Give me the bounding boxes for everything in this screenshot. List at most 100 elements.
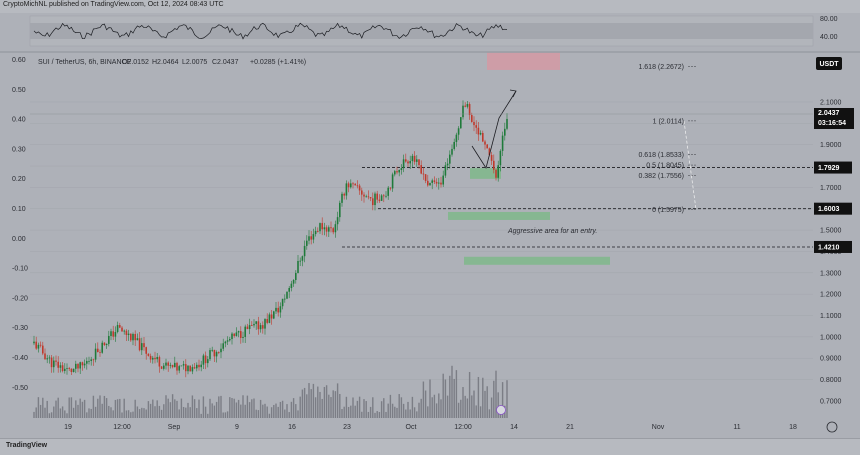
candle	[339, 202, 341, 218]
candle	[455, 134, 458, 142]
volume-bar	[345, 396, 348, 418]
volume-bar	[462, 387, 464, 418]
candle	[398, 169, 400, 173]
volume-bar	[457, 402, 460, 418]
volume-bar	[363, 399, 365, 418]
candle	[376, 193, 378, 200]
volume-bar	[396, 407, 398, 418]
candle	[176, 362, 178, 371]
time-axis-label: Oct	[406, 424, 417, 431]
left-axis-label: 0.50	[12, 87, 26, 94]
volume-bar	[321, 398, 323, 418]
candle	[420, 165, 422, 174]
candle	[200, 364, 202, 368]
candle	[46, 358, 48, 360]
candle	[174, 362, 176, 368]
candle	[180, 365, 183, 367]
candle	[299, 260, 301, 262]
candle	[81, 362, 84, 366]
candle	[367, 196, 370, 198]
volume-bar	[46, 400, 48, 418]
candle	[70, 368, 73, 373]
countdown-timer: 03:16:54	[818, 120, 846, 127]
volume-bar	[81, 401, 84, 418]
candle	[68, 368, 70, 369]
volume-bar	[299, 396, 301, 418]
time-axis-label: 18	[789, 424, 797, 431]
volume-bar	[475, 405, 477, 418]
candle	[165, 362, 167, 366]
candle	[433, 180, 436, 182]
left-axis-label: 0.30	[12, 146, 26, 153]
volume-bar	[224, 412, 227, 418]
candle	[407, 161, 409, 164]
right-axis-label: 0.8000	[820, 377, 842, 384]
volume-bar	[413, 407, 416, 418]
volume-bar	[352, 397, 354, 418]
volume-bar	[365, 401, 367, 418]
volume-bar	[251, 399, 253, 418]
fib-label: 1 (2.0114)	[653, 118, 684, 125]
volume-bar	[145, 409, 147, 418]
right-axis-label: 1.3000	[820, 270, 842, 277]
candle	[303, 245, 306, 257]
volume-bar	[185, 407, 187, 418]
volume-bar	[295, 404, 297, 418]
volume-bar	[119, 398, 121, 418]
volume-bar	[61, 406, 64, 418]
candle	[103, 342, 106, 345]
volume-bar	[449, 375, 451, 418]
volume-bar	[200, 413, 202, 418]
volume-bar	[152, 399, 154, 418]
oscillator-axis-label: 80.00	[820, 16, 838, 23]
volume-bar	[99, 395, 101, 418]
time-axis-label: 23	[343, 424, 351, 431]
candle	[405, 159, 407, 162]
flash-icon[interactable]	[496, 405, 506, 415]
volume-bar	[37, 397, 40, 418]
volume-bar	[297, 410, 299, 418]
volume-bar	[121, 412, 123, 418]
volume-bar	[114, 399, 117, 418]
oscillator-band	[30, 23, 813, 39]
candle	[442, 175, 444, 185]
candle	[92, 359, 95, 361]
candle	[211, 349, 213, 351]
volume-bar	[484, 390, 486, 418]
volume-bar	[237, 399, 240, 418]
fib-label: 1.618 (2.2672)	[638, 64, 684, 71]
volume-bar	[191, 395, 194, 418]
candle	[365, 196, 367, 198]
candle	[79, 362, 81, 369]
volume-bar	[130, 412, 132, 418]
candle	[110, 331, 112, 336]
volume-bar	[167, 398, 169, 418]
candle	[187, 365, 189, 372]
candle	[136, 338, 139, 341]
volume-bar	[92, 395, 95, 418]
settings-icon[interactable]	[826, 421, 838, 433]
candle	[416, 159, 418, 162]
candle	[145, 347, 147, 354]
volume-bar	[90, 408, 92, 418]
volume-bar	[332, 390, 334, 418]
volume-bar	[493, 380, 495, 418]
volume-bar	[422, 381, 425, 418]
currency-badge[interactable]	[816, 57, 842, 70]
candle	[288, 288, 290, 292]
volume-bar	[253, 398, 255, 418]
volume-bar	[424, 390, 427, 418]
volume-bar	[479, 406, 482, 418]
candle	[486, 144, 488, 149]
volume-bar	[57, 397, 59, 418]
volume-bar	[389, 394, 392, 418]
candle	[163, 365, 165, 369]
candle	[233, 333, 235, 336]
time-axis-label: Sep	[168, 424, 181, 431]
volume-bar	[433, 394, 436, 418]
volume-bar	[72, 407, 75, 418]
candle	[383, 195, 385, 197]
volume-bar	[110, 407, 112, 418]
